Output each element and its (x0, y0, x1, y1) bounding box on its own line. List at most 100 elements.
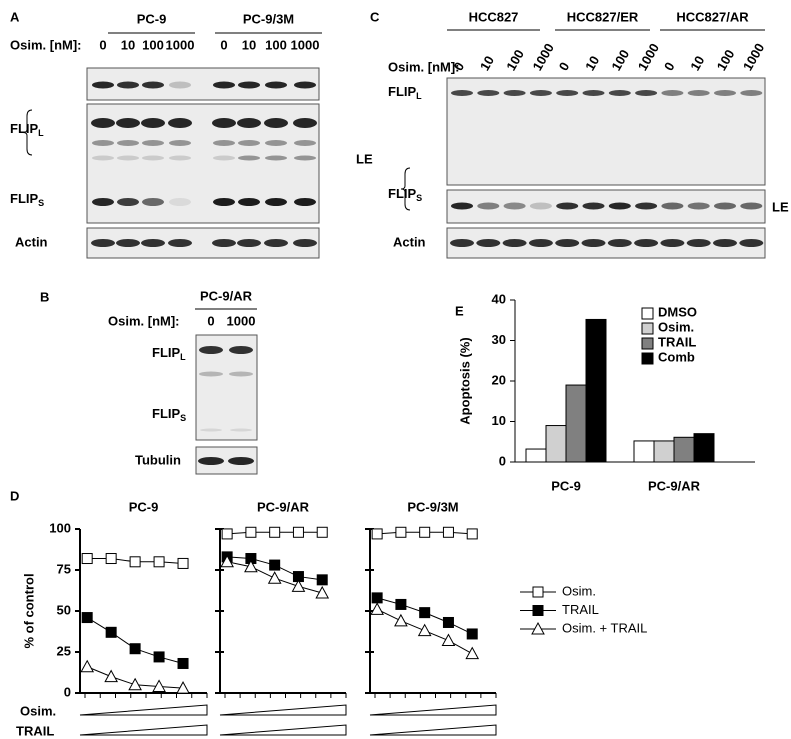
blot-band (229, 346, 253, 354)
exposure-label: LE (772, 199, 789, 214)
marker (129, 556, 141, 568)
blot-band (168, 118, 192, 128)
blot-band (528, 239, 553, 247)
y-tick-label: 40 (492, 291, 506, 306)
band-label: FLIPL (152, 345, 186, 362)
marker (441, 633, 456, 647)
dose: 1000 (529, 41, 556, 74)
band-subscript: S (180, 413, 186, 423)
marker (371, 592, 383, 604)
blot-band (142, 81, 164, 89)
band-label: FLIPS (152, 406, 186, 423)
blot-band (213, 81, 235, 89)
blot-band (607, 239, 632, 247)
marker (221, 528, 233, 540)
blot-band (714, 202, 736, 210)
brace (400, 167, 411, 211)
marker (466, 628, 478, 640)
marker (267, 571, 282, 584)
legend-swatch (641, 322, 654, 335)
dose: 10 (242, 37, 256, 52)
dose-label: Osim. [nM]: (108, 313, 180, 328)
blot-band (294, 140, 316, 146)
dose: 10 (582, 53, 602, 73)
chart-title: PC-9/AR (257, 499, 310, 514)
blot-band (141, 118, 165, 128)
y-axis-label: Apoptosis (%) (457, 337, 472, 424)
legend-label: Osim. + TRAIL (562, 620, 647, 635)
dose-label: Osim. [nM]: (10, 37, 82, 52)
group-label: PC-9/AR (200, 288, 253, 303)
blot-band (451, 90, 473, 96)
blot-band (739, 239, 764, 247)
blot-band (477, 90, 500, 96)
blot-band (661, 90, 684, 96)
blot-band (635, 202, 658, 210)
blot-band (556, 202, 579, 210)
marker (269, 559, 281, 571)
blot-band (740, 202, 763, 210)
blot-band (582, 202, 605, 210)
bar (653, 440, 675, 463)
blot-band (635, 90, 658, 96)
marker (81, 553, 93, 565)
band-name: FLIP (10, 191, 38, 206)
blot-band (581, 239, 606, 247)
blot-band (198, 457, 224, 465)
blot-band (293, 239, 317, 247)
blot-membrane (446, 189, 766, 224)
blot-band (687, 202, 710, 210)
blot-band (264, 118, 288, 128)
band-label: FLIPL (388, 84, 422, 101)
blot-band (141, 239, 165, 247)
group-label: HCC827/AR (676, 9, 749, 24)
dose: 1000 (291, 37, 320, 52)
band-name: FLIP (388, 186, 416, 201)
y-axis-label: % of control (21, 573, 36, 648)
y-tick-label: 50 (57, 602, 71, 617)
chart-title: PC-9 (129, 499, 159, 514)
y-tick-label: 20 (492, 372, 506, 387)
blot-band (92, 155, 114, 161)
marker (269, 526, 281, 538)
dose: 100 (142, 37, 164, 52)
marker (152, 679, 166, 692)
dose: 100 (608, 47, 632, 73)
blot-band (265, 81, 287, 89)
blot-membrane (446, 227, 766, 259)
y-tick-label: 100 (49, 520, 71, 535)
y-tick-label: 0 (499, 453, 506, 468)
dose-wedge (219, 724, 347, 736)
blot-band (230, 428, 252, 432)
blot-band (556, 90, 579, 96)
marker (105, 626, 117, 638)
legend-marker (532, 605, 544, 616)
legend-label: DMSO (658, 304, 697, 319)
band-subscript: L (38, 128, 44, 138)
blot-band (91, 118, 115, 128)
blot-band (238, 140, 260, 146)
marker (244, 559, 258, 573)
blot-band (92, 198, 114, 206)
blot-band (169, 198, 191, 206)
blot-band (117, 140, 139, 146)
blot-band (200, 428, 222, 432)
blot-band (237, 239, 261, 247)
legend-marker (532, 586, 544, 598)
blot-band (582, 90, 605, 96)
marker (316, 526, 328, 538)
dose: 1000 (740, 41, 767, 74)
dose: 0 (207, 313, 214, 328)
blot-band (238, 81, 260, 89)
blot-band (265, 198, 287, 206)
marker (394, 613, 408, 627)
blot-band (265, 155, 287, 161)
band-subscript: L (180, 352, 186, 362)
y-tick-label: 75 (57, 561, 71, 576)
band-name: FLIP (10, 121, 38, 136)
group-label: HCC827 (469, 9, 519, 24)
chart-title: PC-9/3M (407, 499, 458, 514)
dose-wedge (369, 724, 497, 736)
marker (316, 574, 328, 586)
